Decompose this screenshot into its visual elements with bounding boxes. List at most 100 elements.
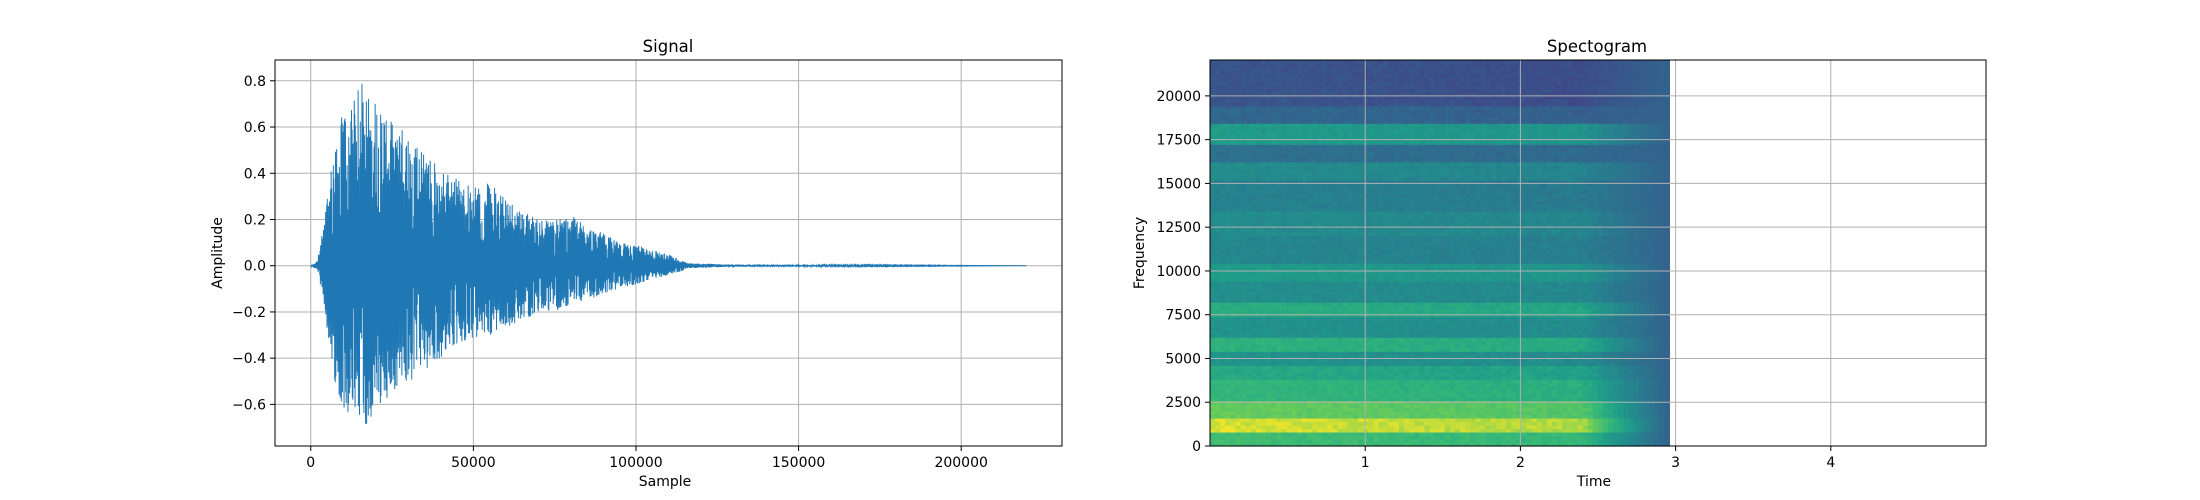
spectrogram-cell	[1225, 330, 1232, 335]
spectrogram-cell	[1358, 88, 1364, 93]
spectrogram-cell	[1434, 186, 1441, 191]
spectrogram-cell	[1301, 309, 1308, 314]
spectrogram-cell	[1398, 140, 1405, 145]
spectrogram-cell	[1317, 186, 1323, 191]
spectrogram-cell	[1312, 260, 1318, 265]
spectrogram-cell	[1358, 123, 1364, 128]
spectrogram-cell	[1358, 214, 1364, 219]
spectrogram-cell	[1230, 70, 1237, 75]
spectrogram-cell	[1250, 330, 1257, 335]
spectrogram-cell	[1306, 182, 1313, 187]
spectrogram-cell	[1409, 326, 1415, 331]
spectrogram-cell	[1419, 302, 1425, 307]
spectrogram-cell	[1393, 151, 1400, 156]
spectrogram-cell	[1388, 165, 1395, 170]
spectrogram-cell	[1317, 323, 1323, 328]
spectrogram-cell	[1281, 210, 1288, 215]
spectrogram-cell	[1240, 421, 1247, 426]
signal-y-ticks: −0.6−0.4−0.20.00.20.40.60.8	[232, 74, 275, 413]
spectrogram-cell	[1312, 333, 1318, 338]
spectrogram-cell	[1266, 172, 1272, 177]
spectrogram-cell	[1312, 368, 1318, 373]
spectrogram-cell	[1235, 186, 1242, 191]
spectrogram-cell	[1419, 298, 1425, 303]
spectrogram-cell	[1332, 84, 1339, 89]
spectrogram-cell	[1383, 442, 1390, 447]
spectrogram-cell	[1255, 284, 1262, 289]
spectrogram-cell	[1261, 295, 1267, 300]
spectrogram-cell	[1383, 242, 1390, 247]
spectrogram-cell	[1210, 438, 1216, 444]
spectrogram-cell	[1210, 172, 1216, 177]
spectrogram-cell	[1378, 245, 1385, 251]
spectrogram-cell	[1378, 70, 1385, 75]
spectrogram-cell	[1250, 337, 1257, 342]
spectrogram-cell	[1317, 109, 1323, 114]
spectrogram-cell	[1424, 245, 1431, 251]
spectrogram-cell	[1220, 154, 1226, 159]
spectrogram-cell	[1363, 379, 1369, 384]
spectrogram-cell	[1347, 442, 1354, 447]
spectrogram-cell	[1378, 358, 1385, 363]
spectrogram-cell	[1276, 182, 1283, 187]
spectrogram-cell	[1424, 147, 1431, 152]
spectrogram-cell	[1230, 249, 1237, 254]
spectrogram-cell	[1429, 347, 1436, 352]
spectrogram-cell	[1383, 340, 1390, 345]
spectrogram-cell	[1337, 330, 1344, 335]
spectrogram-cell	[1352, 81, 1359, 86]
spectrogram-cell	[1312, 235, 1318, 240]
spectrogram-cell	[1373, 221, 1380, 226]
spectrogram-cell	[1419, 179, 1425, 184]
spectrogram-cell	[1373, 375, 1380, 380]
spectrogram-cell	[1332, 77, 1339, 82]
spectrogram-cell	[1347, 133, 1354, 138]
spectrogram-cell	[1327, 316, 1334, 321]
spectrogram-cell	[1419, 161, 1425, 166]
spectrogram-cell	[1383, 435, 1390, 440]
spectrogram-cell	[1250, 84, 1257, 89]
spectrogram-cell	[1363, 175, 1369, 180]
spectrogram-cell	[1230, 168, 1237, 173]
spectrogram-cell	[1419, 63, 1425, 68]
spectrogram-cell	[1322, 147, 1328, 152]
spectrogram-cell	[1358, 130, 1364, 135]
spectrogram-cell	[1261, 382, 1267, 387]
spectrogram-cell	[1322, 424, 1328, 430]
spectrogram-cell	[1245, 130, 1252, 135]
spectrogram-cell	[1286, 95, 1293, 100]
spectrogram-cell	[1296, 368, 1303, 373]
spectrogram-cell	[1393, 393, 1400, 398]
spectrogram-cell	[1332, 203, 1339, 208]
spectrogram-cell	[1434, 263, 1441, 268]
spectrogram-cell	[1215, 393, 1221, 398]
spectrogram-cell	[1220, 291, 1226, 296]
spectrogram-cell	[1312, 168, 1318, 173]
spectrogram-cell	[1235, 302, 1242, 307]
spectrogram-cell	[1286, 161, 1293, 166]
spectrogram-cell	[1271, 165, 1277, 170]
spectrogram-cell	[1342, 245, 1349, 251]
spectrogram-cell	[1368, 319, 1374, 324]
spectrogram-cell	[1271, 424, 1277, 430]
spectrogram-cell	[1281, 375, 1288, 380]
spectrogram-cell	[1235, 168, 1242, 173]
spectrogram-cell	[1266, 396, 1272, 401]
spectrogram-cell	[1240, 140, 1247, 145]
spectrogram-cell	[1434, 351, 1441, 356]
spectrogram-cell	[1317, 172, 1323, 177]
spectrogram-cell	[1368, 267, 1374, 272]
spectrogram-cell	[1245, 375, 1252, 380]
spectrogram-cell	[1210, 375, 1216, 380]
spectrogram-cell	[1393, 119, 1400, 124]
spectrogram-cell	[1296, 200, 1303, 205]
spectrogram-cell	[1429, 396, 1436, 401]
spectrogram-cell	[1301, 102, 1308, 107]
spectrogram-cell	[1312, 81, 1318, 86]
spectrogram-cell	[1398, 288, 1405, 293]
spectrogram-cell	[1327, 126, 1334, 131]
spectrogram-cell	[1388, 263, 1395, 268]
spectrogram-cell	[1419, 403, 1425, 408]
spectrogram-cell	[1347, 277, 1354, 282]
spectrogram-cell	[1434, 417, 1441, 423]
